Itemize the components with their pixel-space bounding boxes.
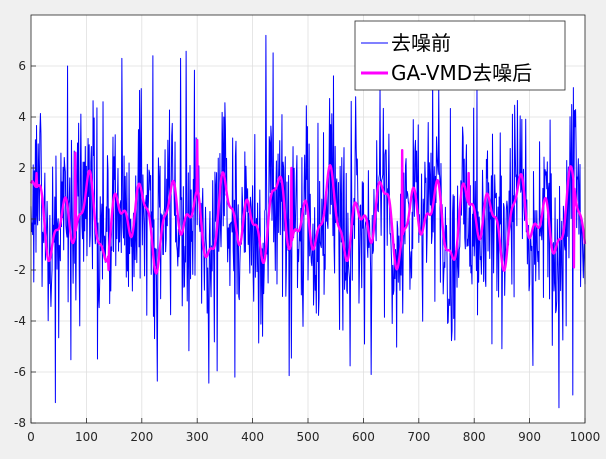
- x-tick-label: 200: [130, 430, 153, 444]
- x-tick-label: 700: [407, 430, 430, 444]
- legend-box: [354, 20, 566, 91]
- y-tick-label: -4: [14, 314, 26, 328]
- y-tick-label: -8: [14, 416, 26, 430]
- x-tick-label: 1000: [570, 430, 601, 444]
- y-tick-label: -2: [14, 263, 26, 277]
- x-tick-label: 600: [352, 430, 375, 444]
- x-tick-label: 900: [518, 430, 541, 444]
- x-tick-label: 100: [75, 430, 98, 444]
- legend: 去噪前 GA-VMD去噪后: [354, 20, 566, 91]
- legend-label-denoised: GA-VMD去噪后: [391, 61, 532, 85]
- y-tick-label: -6: [14, 365, 26, 379]
- series-layer: [29, 34, 587, 409]
- tick-layer: 0 100 200 300 400 500 600 700 800 900 1000 -8 -6 -4 -2…: [14, 59, 600, 444]
- y-tick-label: 4: [18, 110, 26, 124]
- y-tick-label: 0: [18, 212, 26, 226]
- y-tick-label: 6: [18, 59, 26, 73]
- x-tick-label: 0: [27, 430, 35, 444]
- series-line-denoised: [29, 138, 587, 275]
- legend-label-raw: 去噪前: [391, 31, 451, 55]
- x-tick-label: 400: [241, 430, 264, 444]
- x-tick-label: 300: [186, 430, 209, 444]
- y-tick-label: 2: [18, 161, 26, 175]
- series-line-raw: [30, 34, 586, 409]
- x-tick-label: 500: [297, 430, 320, 444]
- x-tick-label: 800: [463, 430, 486, 444]
